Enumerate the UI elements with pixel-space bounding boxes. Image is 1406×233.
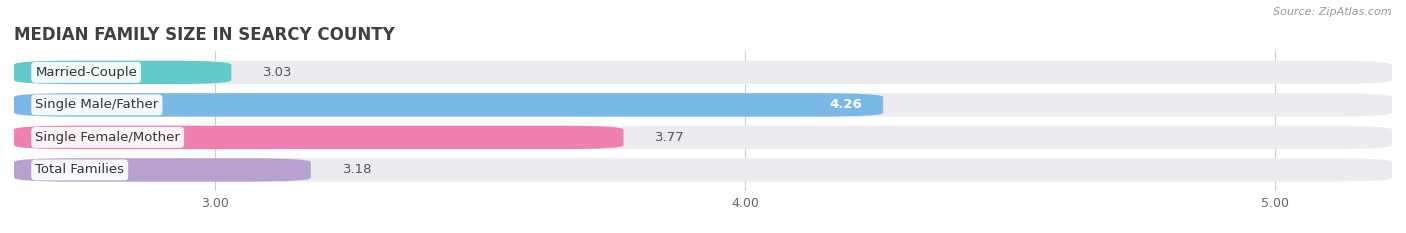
FancyBboxPatch shape [14,61,232,84]
Text: Married-Couple: Married-Couple [35,66,138,79]
Text: 3.03: 3.03 [263,66,292,79]
FancyBboxPatch shape [14,158,1392,182]
FancyBboxPatch shape [14,126,623,149]
FancyBboxPatch shape [14,93,1392,116]
Text: 3.18: 3.18 [343,163,373,176]
Text: Total Families: Total Families [35,163,124,176]
Text: Single Female/Mother: Single Female/Mother [35,131,180,144]
Text: 3.77: 3.77 [655,131,685,144]
Text: MEDIAN FAMILY SIZE IN SEARCY COUNTY: MEDIAN FAMILY SIZE IN SEARCY COUNTY [14,26,395,44]
Text: Single Male/Father: Single Male/Father [35,98,159,111]
FancyBboxPatch shape [14,126,1392,149]
FancyBboxPatch shape [14,93,883,116]
Text: Source: ZipAtlas.com: Source: ZipAtlas.com [1274,7,1392,17]
FancyBboxPatch shape [14,158,311,182]
Text: 4.26: 4.26 [830,98,862,111]
FancyBboxPatch shape [14,61,1392,84]
